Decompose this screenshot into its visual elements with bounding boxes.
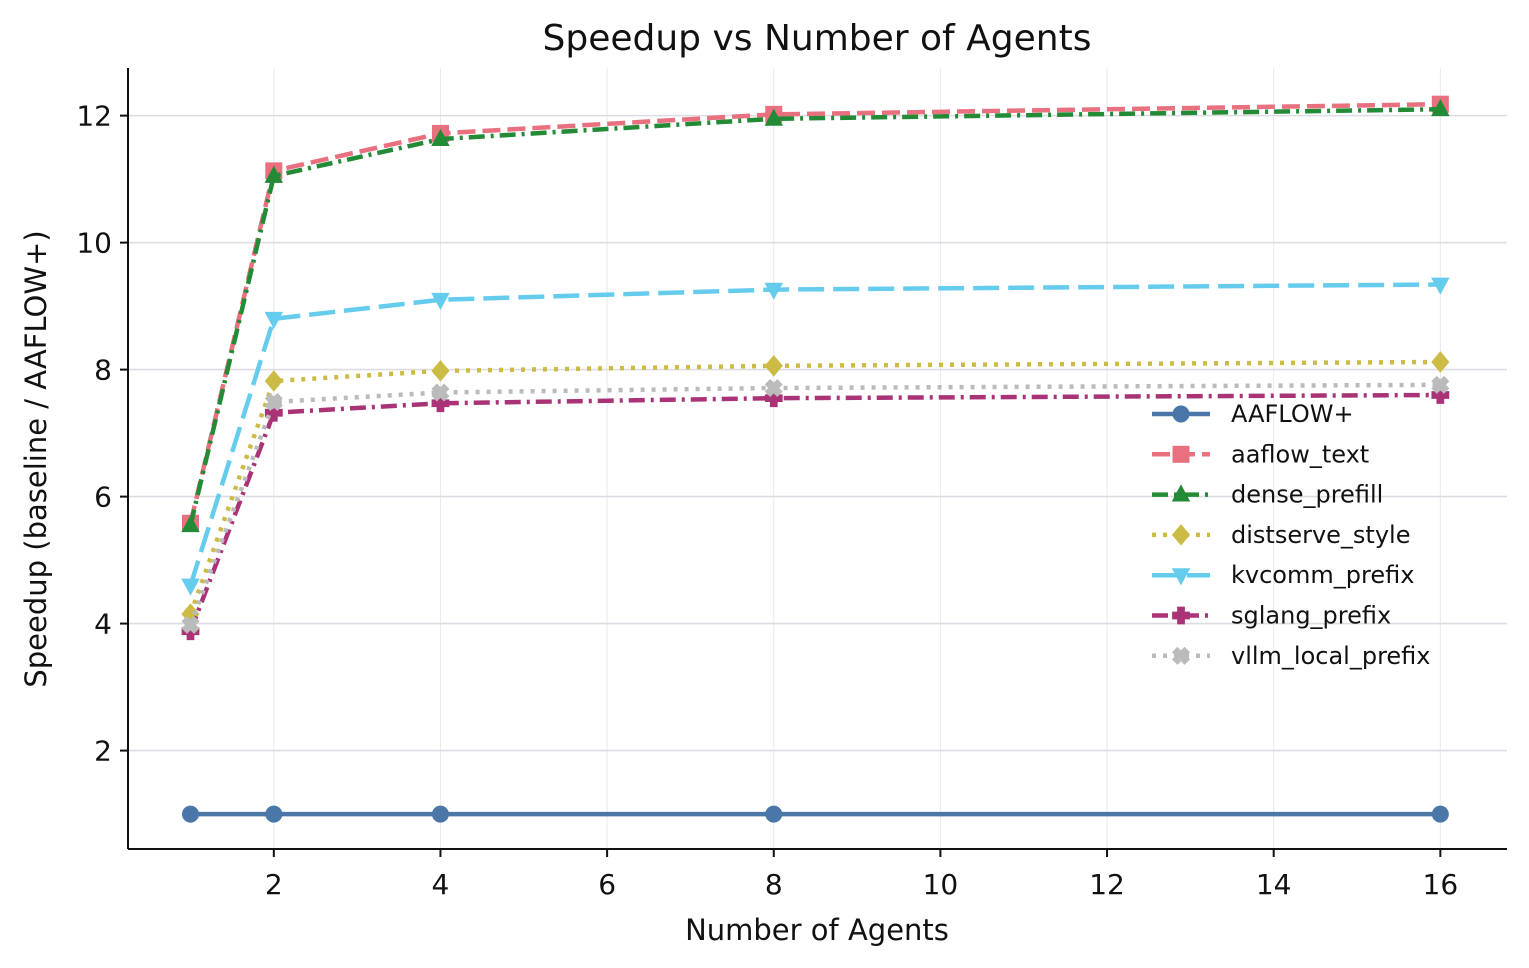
y-tick-label-6: 6 (94, 481, 112, 514)
point-vllm-local-prefix-8 (764, 378, 783, 398)
legend-marker-vllm-local-prefix-shape (1171, 646, 1191, 665)
series-kvcomm-prefix (181, 277, 1450, 596)
point-aaflow--16 (1431, 805, 1449, 823)
series-line-vllm-local-prefix (188, 382, 1441, 626)
point-aaflow--4 (431, 805, 449, 823)
x-tick-label-6: 6 (598, 868, 616, 901)
legend-marker-distserve-style (1171, 524, 1191, 546)
y-tick-label-10: 10 (76, 227, 112, 260)
legend-label-dense-prefill: dense_prefill (1231, 481, 1383, 509)
y-tick-label-2: 2 (94, 735, 112, 768)
point-vllm-local-prefix-8-shape (764, 378, 783, 398)
series-aaflow- (181, 805, 1449, 823)
axes: 2 4 6 8 10 12 14 16 2 4 6 8 10 12 (76, 68, 1507, 901)
legend-label-vllm-local-prefix: vllm_local_prefix (1231, 642, 1431, 670)
legend-entry-sglang-prefix: sglang_prefix (1152, 602, 1391, 630)
point-vllm-local-prefix-2 (264, 392, 283, 412)
legend-entry-dense-prefill: dense_prefill (1152, 481, 1383, 509)
point-distserve-style-4 (431, 360, 450, 382)
legend-entry-distserve-style: distserve_style (1152, 521, 1410, 549)
legend-marker-dense-prefill (1171, 484, 1191, 502)
y-tick-label-4: 4 (94, 608, 112, 641)
legend-marker-kvcomm-prefix (1171, 568, 1191, 586)
legend-entry-aaflow-: AAFLOW+ (1152, 400, 1354, 428)
point-distserve-style-2 (264, 370, 283, 392)
point-vllm-local-prefix-4-shape (431, 383, 450, 402)
point-dense-prefill-1 (181, 514, 200, 533)
legend-entry-kvcomm-prefix: kvcomm_prefix (1152, 561, 1414, 589)
x-tick-label-16: 16 (1423, 868, 1459, 901)
point-kvcomm-prefix-8 (764, 282, 783, 300)
point-dense-prefill-16 (1431, 99, 1450, 117)
chart-title: Speedup vs Number of Agents (543, 18, 1092, 59)
legend-marker-aaflow-text (1172, 445, 1190, 463)
legend: AAFLOW+ aaflow_text dense_prefill distserve… (1152, 400, 1431, 670)
x-tick-label-14: 14 (1256, 868, 1292, 901)
series-dense-prefill (181, 99, 1450, 533)
legend-label-kvcomm-prefix: kvcomm_prefix (1231, 561, 1414, 589)
x-tick-label-10: 10 (923, 868, 959, 901)
legend-entry-vllm-local-prefix: vllm_local_prefix (1152, 642, 1431, 670)
point-aaflow--8 (765, 805, 783, 823)
series-line-sglang-prefix (188, 392, 1441, 633)
point-dense-prefill-2 (264, 165, 284, 183)
point-vllm-local-prefix-16 (1431, 375, 1450, 394)
y-axis-label: Speedup (baseline / AAFLOW+) (19, 230, 53, 687)
point-vllm-local-prefix-4 (431, 383, 450, 402)
x-tick-label-2: 2 (265, 868, 283, 901)
point-dense-prefill-4 (431, 128, 450, 147)
point-aaflow--2 (265, 805, 283, 823)
point-aaflow--1 (181, 805, 199, 823)
point-kvcomm-prefix-4 (431, 292, 450, 311)
point-dense-prefill-8 (764, 108, 783, 126)
x-axis-label: Number of Agents (685, 913, 949, 947)
y-tick-label-12: 12 (76, 100, 112, 133)
legend-entry-aaflow-text: aaflow_text (1152, 440, 1369, 468)
point-kvcomm-prefix-16 (1431, 277, 1450, 295)
series-line-kvcomm-prefix (188, 282, 1441, 587)
x-tick-label-8: 8 (765, 868, 783, 901)
point-distserve-style-8 (764, 355, 783, 377)
legend-label-sglang-prefix: sglang_prefix (1231, 602, 1391, 630)
y-tick-label-8: 8 (94, 354, 112, 387)
legend-label-aaflow-: AAFLOW+ (1231, 400, 1354, 428)
point-vllm-local-prefix-1-shape (181, 615, 200, 634)
point-vllm-local-prefix-2-shape (264, 392, 283, 412)
point-kvcomm-prefix-1 (181, 578, 200, 596)
point-distserve-style-16 (1431, 351, 1450, 373)
series-line-distserve-style (188, 359, 1441, 615)
legend-marker-vllm-local-prefix (1171, 646, 1191, 665)
point-vllm-local-prefix-1 (181, 615, 200, 634)
legend-label-aaflow-text: aaflow_text (1231, 440, 1369, 468)
legend-label-distserve-style: distserve_style (1231, 521, 1410, 549)
x-tick-label-4: 4 (432, 868, 450, 901)
series-vllm-local-prefix (181, 375, 1450, 634)
series-lines (181, 95, 1450, 823)
x-tick-label-12: 12 (1089, 868, 1125, 901)
legend-marker-sglang-prefix (1172, 606, 1190, 625)
point-kvcomm-prefix-2 (264, 311, 284, 330)
legend-marker-aaflow- (1172, 405, 1190, 423)
point-vllm-local-prefix-16-shape (1431, 375, 1450, 394)
